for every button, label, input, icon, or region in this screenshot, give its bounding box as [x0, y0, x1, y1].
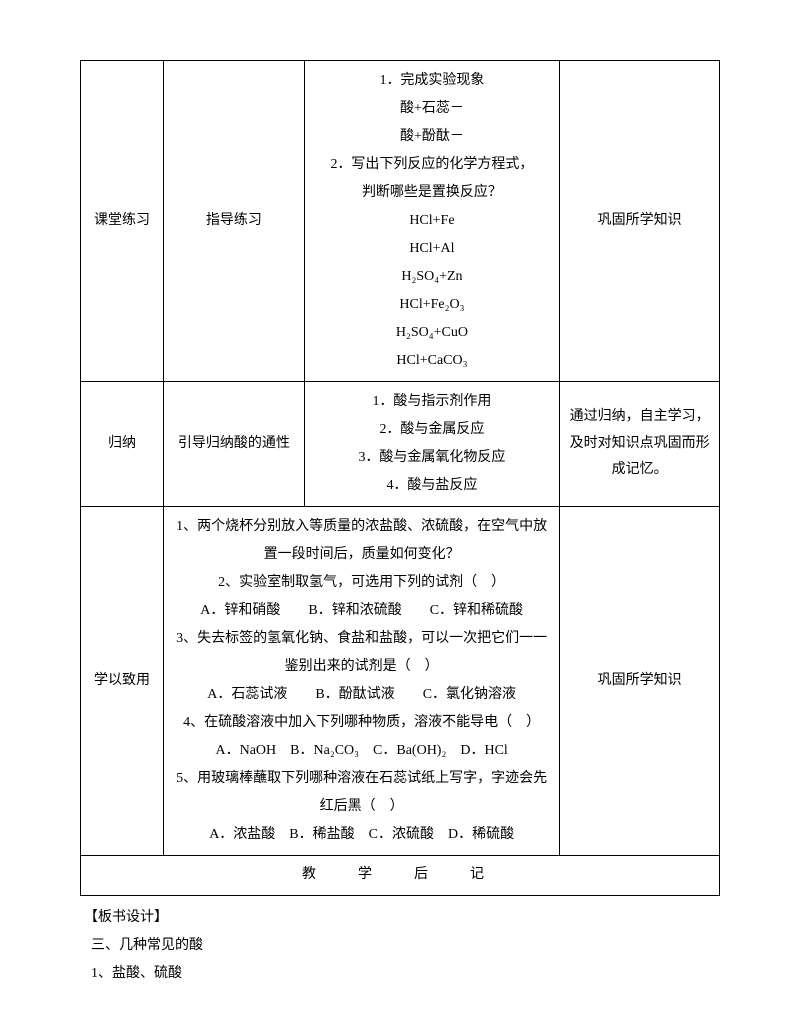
table-row: 教 学 后 记	[81, 856, 720, 896]
stage-cell: 课堂练习	[81, 61, 164, 382]
line: 2．酸与金属反应	[309, 416, 556, 444]
line: 4．酸与盐反应	[309, 472, 556, 500]
stage-cell: 学以致用	[81, 507, 164, 856]
line: HCl+Al	[309, 235, 556, 263]
teacher-cell: 引导归纳酸的通性	[164, 382, 305, 507]
line: 酸+酚酞－	[309, 123, 556, 151]
line: A．石蕊试液 B．酚酞试液 C．氯化钠溶液	[168, 681, 555, 709]
line: 3．酸与金属氧化物反应	[309, 444, 556, 472]
line: 1、两个烧杯分别放入等质量的浓盐酸、浓硫酸，在空气中放	[168, 513, 555, 541]
line: 2．写出下列反应的化学方程式，	[309, 151, 556, 179]
line: A．浓盐酸 B．稀盐酸 C．浓硫酸 D．稀硫酸	[168, 821, 555, 849]
lesson-plan-table: 课堂练习 指导练习 1．完成实验现象 酸+石蕊－ 酸+酚酞－ 2．写出下列反应的…	[80, 60, 720, 896]
footer-cell: 教 学 后 记	[81, 856, 720, 896]
line: 三、几种常见的酸	[84, 932, 720, 960]
line: 4、在硫酸溶液中加入下列哪种物质，溶液不能导电（ ）	[168, 709, 555, 737]
purpose-cell: 巩固所学知识	[560, 61, 720, 382]
post-text-block: 【板书设计】 三、几种常见的酸 1、盐酸、硫酸	[80, 904, 720, 988]
table-row: 学以致用 1、两个烧杯分别放入等质量的浓盐酸、浓硫酸，在空气中放 置一段时间后，…	[81, 507, 720, 856]
line: 置一段时间后，质量如何变化？	[168, 541, 555, 569]
purpose-cell: 巩固所学知识	[560, 507, 720, 856]
line: 5、用玻璃棒蘸取下列哪种溶液在石蕊试纸上写字，字迹会先	[168, 765, 555, 793]
line: 1．酸与指示剂作用	[309, 388, 556, 416]
teacher-cell: 指导练习	[164, 61, 305, 382]
table-row: 归纳 引导归纳酸的通性 1．酸与指示剂作用 2．酸与金属反应 3．酸与金属氧化物…	[81, 382, 720, 507]
line: 红后黑（ ）	[168, 793, 555, 821]
line: 酸+石蕊－	[309, 95, 556, 123]
student-cell: 1．完成实验现象 酸+石蕊－ 酸+酚酞－ 2．写出下列反应的化学方程式， 判断哪…	[304, 61, 560, 382]
line: H₂SO₄+Zn	[309, 263, 556, 291]
student-cell: 1．酸与指示剂作用 2．酸与金属反应 3．酸与金属氧化物反应 4．酸与盐反应	[304, 382, 560, 507]
content-cell: 1、两个烧杯分别放入等质量的浓盐酸、浓硫酸，在空气中放 置一段时间后，质量如何变…	[164, 507, 560, 856]
line: 1．完成实验现象	[309, 67, 556, 95]
line: 判断哪些是置换反应？	[309, 179, 556, 207]
line: 1、盐酸、硫酸	[84, 960, 720, 988]
stage-cell: 归纳	[81, 382, 164, 507]
table-row: 课堂练习 指导练习 1．完成实验现象 酸+石蕊－ 酸+酚酞－ 2．写出下列反应的…	[81, 61, 720, 382]
line: HCl+CaCO₃	[309, 347, 556, 375]
line: A．NaOH B．Na₂CO₃ C．Ba(OH)₂ D．HCl	[168, 737, 555, 765]
line: A．锌和硝酸 B．锌和浓硫酸 C．锌和稀硫酸	[168, 597, 555, 625]
board-design-heading: 【板书设计】	[84, 904, 720, 932]
line: 3、失去标签的氢氧化钠、食盐和盐酸，可以一次把它们一一	[168, 625, 555, 653]
line: H₂SO₄+CuO	[309, 319, 556, 347]
purpose-cell: 通过归纳，自主学习，及时对知识点巩固而形成记忆。	[560, 382, 720, 507]
line: HCl+Fe	[309, 207, 556, 235]
line: 鉴别出来的试剂是（ ）	[168, 653, 555, 681]
line: HCl+Fe₂O₃	[309, 291, 556, 319]
line: 2、实验室制取氢气，可选用下列的试剂（ ）	[168, 569, 555, 597]
